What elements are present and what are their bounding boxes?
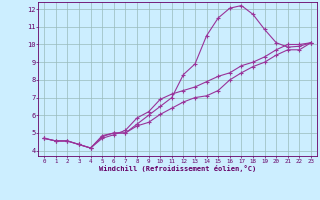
X-axis label: Windchill (Refroidissement éolien,°C): Windchill (Refroidissement éolien,°C) [99,165,256,172]
